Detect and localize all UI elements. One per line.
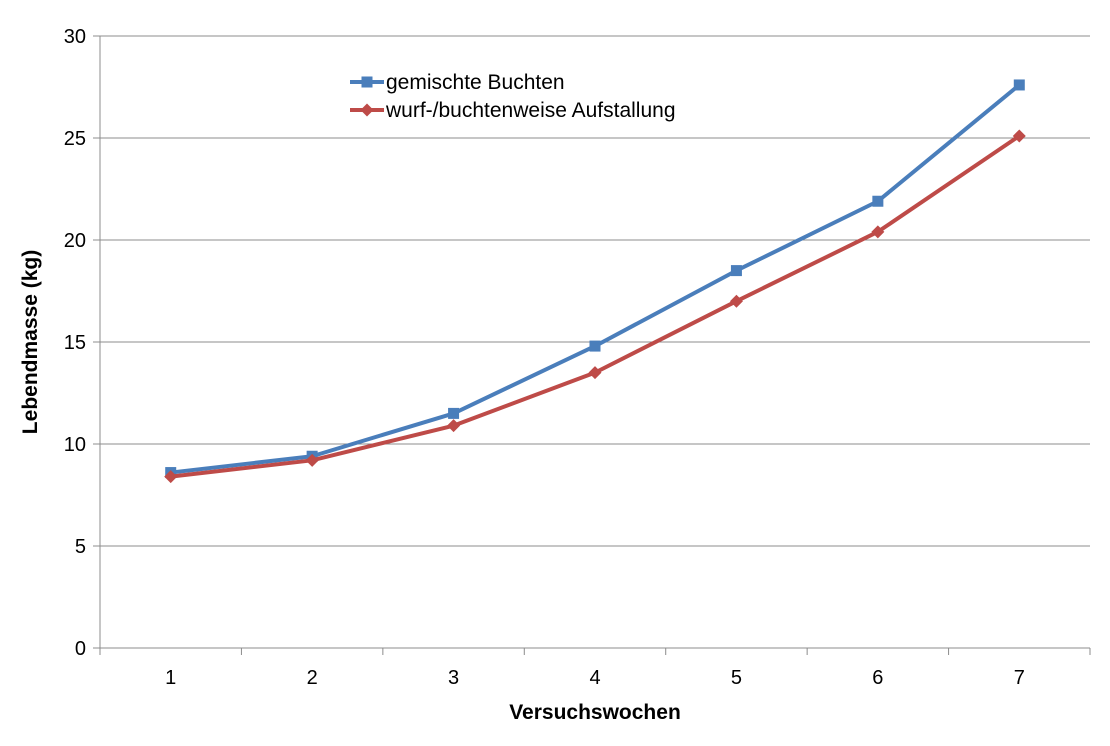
x-tick-label: 7 <box>1014 667 1025 689</box>
x-axis-title: Versuchswochen <box>509 701 681 724</box>
legend-marker <box>361 76 373 88</box>
y-tick-label: 25 <box>64 128 86 150</box>
y-tick-label: 15 <box>64 332 86 354</box>
y-tick-label: 0 <box>75 638 86 660</box>
data-point <box>447 419 461 433</box>
x-tick-label: 6 <box>872 667 883 689</box>
legend-label: gemischte Buchten <box>386 71 565 94</box>
data-point <box>588 366 602 380</box>
legend-marker <box>360 103 374 117</box>
axes <box>93 35 1091 655</box>
data-point <box>164 470 178 484</box>
data-point <box>1012 129 1026 143</box>
y-tick-label: 30 <box>64 26 86 48</box>
data-point <box>872 195 884 207</box>
data-point <box>1013 79 1025 91</box>
x-tick-label: 4 <box>589 667 600 689</box>
data-point <box>305 453 319 467</box>
x-tick-labels: 1 2 3 4 5 6 7 <box>165 667 1025 689</box>
y-tick-label: 20 <box>64 230 86 252</box>
legend-label: wurf-/buchtenweise Aufstallung <box>385 99 676 122</box>
data-point <box>589 340 601 352</box>
series-1 <box>165 79 1025 479</box>
legend: gemischte Buchten wurf-/buchtenweise Aufs… <box>350 71 676 122</box>
data-point <box>871 225 885 239</box>
series-group <box>164 79 1026 484</box>
x-tick-label: 3 <box>448 667 459 689</box>
data-point <box>730 265 742 277</box>
x-tick-label: 1 <box>165 667 176 689</box>
y-tick-labels: 0 5 10 15 20 25 30 <box>64 26 86 660</box>
data-point <box>729 294 743 308</box>
legend-item: gemischte Buchten <box>350 71 565 94</box>
data-point <box>448 407 460 419</box>
legend-item: wurf-/buchtenweise Aufstallung <box>350 99 676 122</box>
x-tick-label: 5 <box>731 667 742 689</box>
series-line <box>170 83 1021 475</box>
y-axis-title: Lebendmasse (kg) <box>19 250 42 434</box>
x-tick-label: 2 <box>307 667 318 689</box>
series-2 <box>164 129 1026 484</box>
y-tick-label: 5 <box>75 536 86 558</box>
y-tick-label: 10 <box>64 434 86 456</box>
